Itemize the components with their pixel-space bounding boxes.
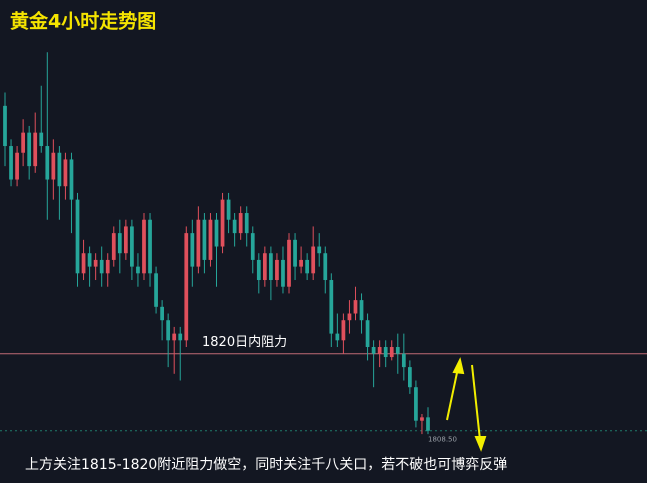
candle-body [293, 239, 297, 267]
candle-body [93, 259, 98, 267]
candle-body [117, 233, 122, 254]
candle-body [347, 313, 352, 321]
candle-body [81, 253, 86, 274]
arrow-up [446, 357, 465, 421]
candle-body [69, 159, 74, 200]
candle-body [214, 219, 219, 247]
candle-body [87, 253, 92, 267]
candle-body [244, 213, 249, 234]
candle-body [148, 219, 152, 274]
candle-body [130, 226, 134, 267]
candle-body [335, 333, 340, 341]
candle-body [63, 159, 68, 187]
candle-body [45, 146, 50, 180]
candle-body [287, 239, 291, 287]
candle-body [359, 300, 364, 321]
candle-body [172, 333, 177, 341]
candle-body [317, 246, 322, 254]
candle-body [262, 253, 267, 281]
candle-body [305, 259, 310, 274]
candle-body [190, 233, 195, 267]
candle-body [299, 259, 303, 267]
candle-body [226, 199, 231, 220]
candle-body [123, 226, 128, 254]
candle-body [232, 219, 237, 234]
candle-body [256, 259, 261, 281]
plot: 1820日内阻力 1808.50 [0, 52, 647, 444]
candle-body [160, 306, 164, 321]
chart-title: 黄金4小时走势图 [10, 10, 156, 33]
candle-body [311, 246, 316, 274]
candle-body [27, 132, 32, 167]
candle-body [202, 219, 207, 260]
candle-body [3, 105, 7, 147]
candle-body [323, 253, 328, 281]
candle-body [154, 273, 158, 307]
candle-body [178, 333, 183, 341]
candle-body [196, 219, 201, 267]
candle-body [184, 233, 189, 341]
last-price-label: 1808.50 [428, 436, 457, 444]
candle-body [75, 199, 80, 274]
candle-body [220, 199, 225, 247]
candle-body [9, 146, 13, 180]
candle-body [377, 347, 382, 354]
candle-body [21, 132, 26, 153]
candle-body [142, 219, 146, 274]
candle-body [365, 320, 370, 348]
candle-body [281, 259, 285, 287]
candle-body [111, 233, 116, 260]
candle-body [420, 417, 424, 421]
candle-body [57, 152, 62, 187]
candle-body [33, 132, 38, 167]
candle-body [414, 387, 418, 421]
candle-body [51, 152, 56, 180]
candle-body [269, 253, 273, 281]
candle-body [15, 152, 19, 180]
candle-body [371, 347, 376, 354]
resistance-label: 1820日内阻力 [202, 334, 287, 350]
candle-body [426, 417, 430, 431]
candle-body [383, 347, 388, 358]
candle-body [136, 266, 140, 274]
candle-body [353, 300, 358, 314]
candle-body [250, 233, 255, 260]
candle-body [105, 259, 110, 274]
annotation: 上方关注1815-1820附近阻力做空，同时关注千八关口，若不破也可博弈反弹 [25, 456, 507, 473]
candle-body [341, 320, 346, 341]
candle-body [389, 347, 394, 358]
candle-body [395, 347, 400, 354]
candle-body [99, 259, 104, 274]
candle-body [329, 280, 334, 334]
candle-body [208, 219, 213, 260]
candle-body [238, 213, 243, 234]
candle-body [39, 132, 44, 147]
candle-body [407, 367, 412, 388]
candle-body [401, 353, 406, 368]
candle-body [275, 259, 279, 281]
candle-body [166, 320, 171, 341]
arrow-down [471, 364, 487, 452]
